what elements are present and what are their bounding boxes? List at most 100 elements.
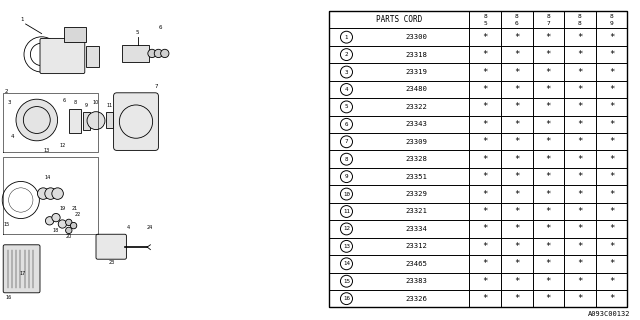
Text: 23343: 23343 [406, 121, 428, 127]
Bar [69, 109, 81, 133]
Bar [122, 45, 149, 62]
Text: *: * [577, 172, 582, 181]
Text: 7: 7 [155, 84, 159, 89]
Circle shape [52, 213, 60, 222]
Text: *: * [546, 33, 551, 42]
Text: 16: 16 [343, 296, 350, 301]
Text: *: * [577, 68, 582, 76]
Circle shape [37, 188, 49, 199]
Text: 8: 8 [345, 157, 348, 162]
Text: 8: 8 [547, 14, 550, 19]
Text: 9: 9 [610, 21, 613, 26]
Text: 2: 2 [5, 89, 8, 94]
Text: 8: 8 [610, 14, 613, 19]
Text: 4: 4 [127, 225, 129, 230]
Text: 14: 14 [44, 175, 51, 180]
Text: *: * [546, 137, 551, 146]
Circle shape [70, 222, 77, 229]
Text: 15: 15 [343, 279, 350, 284]
Text: *: * [609, 189, 614, 199]
Text: 23480: 23480 [406, 86, 428, 92]
Text: 23318: 23318 [406, 52, 428, 58]
Circle shape [16, 99, 58, 141]
Text: *: * [514, 120, 520, 129]
Text: *: * [546, 224, 551, 233]
Text: 23: 23 [108, 260, 115, 265]
Text: *: * [546, 85, 551, 94]
Text: *: * [609, 102, 614, 111]
Text: 8: 8 [483, 14, 487, 19]
Text: *: * [609, 242, 614, 251]
Text: *: * [609, 277, 614, 286]
Text: *: * [483, 120, 488, 129]
Circle shape [52, 188, 63, 199]
Text: 6: 6 [63, 98, 65, 103]
Text: *: * [483, 172, 488, 181]
Text: 11: 11 [106, 103, 112, 108]
Text: *: * [546, 259, 551, 268]
Text: *: * [514, 259, 520, 268]
Text: 22: 22 [74, 212, 81, 217]
Text: *: * [577, 33, 582, 42]
Text: *: * [577, 207, 582, 216]
Text: 4: 4 [345, 87, 348, 92]
Text: *: * [483, 33, 488, 42]
Bar [106, 112, 113, 128]
Text: 23383: 23383 [406, 278, 428, 284]
Text: *: * [514, 172, 520, 181]
Text: 3: 3 [8, 100, 12, 105]
Text: 23326: 23326 [406, 296, 428, 302]
Text: *: * [483, 102, 488, 111]
Text: 23465: 23465 [406, 261, 428, 267]
Text: *: * [483, 207, 488, 216]
Text: *: * [609, 155, 614, 164]
Text: 21: 21 [71, 206, 77, 211]
Text: *: * [577, 224, 582, 233]
Text: 1: 1 [345, 35, 348, 40]
Text: *: * [514, 189, 520, 199]
Text: *: * [483, 68, 488, 76]
Text: 9: 9 [85, 103, 88, 108]
Text: *: * [609, 50, 614, 59]
Text: 6: 6 [345, 122, 348, 127]
Text: 23334: 23334 [406, 226, 428, 232]
Text: *: * [546, 120, 551, 129]
Text: *: * [514, 68, 520, 76]
Circle shape [154, 49, 163, 58]
Text: 11: 11 [343, 209, 350, 214]
Text: 2: 2 [345, 52, 348, 57]
Text: *: * [514, 224, 520, 233]
Text: *: * [514, 277, 520, 286]
Circle shape [148, 49, 156, 58]
FancyBboxPatch shape [96, 234, 127, 259]
Text: *: * [546, 294, 551, 303]
FancyBboxPatch shape [114, 93, 159, 150]
Text: 18: 18 [53, 228, 59, 233]
Text: *: * [514, 33, 520, 42]
Text: 8: 8 [578, 14, 582, 19]
Text: *: * [546, 189, 551, 199]
Text: *: * [577, 294, 582, 303]
Text: 6: 6 [515, 21, 518, 26]
Text: 23322: 23322 [406, 104, 428, 110]
Text: 9: 9 [345, 174, 348, 179]
Text: 10: 10 [343, 192, 350, 196]
Circle shape [45, 217, 54, 225]
Text: *: * [609, 68, 614, 76]
Text: *: * [577, 155, 582, 164]
Text: *: * [483, 85, 488, 94]
Text: 5: 5 [345, 104, 348, 109]
Text: 23309: 23309 [406, 139, 428, 145]
Bar [64, 27, 86, 42]
Text: *: * [577, 50, 582, 59]
Text: 7: 7 [547, 21, 550, 26]
Text: *: * [577, 85, 582, 94]
Text: 24: 24 [147, 225, 153, 230]
Text: *: * [514, 102, 520, 111]
Text: *: * [577, 277, 582, 286]
Text: 8: 8 [74, 100, 76, 105]
Text: *: * [483, 50, 488, 59]
Text: *: * [546, 207, 551, 216]
Text: 23321: 23321 [406, 209, 428, 214]
Text: *: * [546, 68, 551, 76]
